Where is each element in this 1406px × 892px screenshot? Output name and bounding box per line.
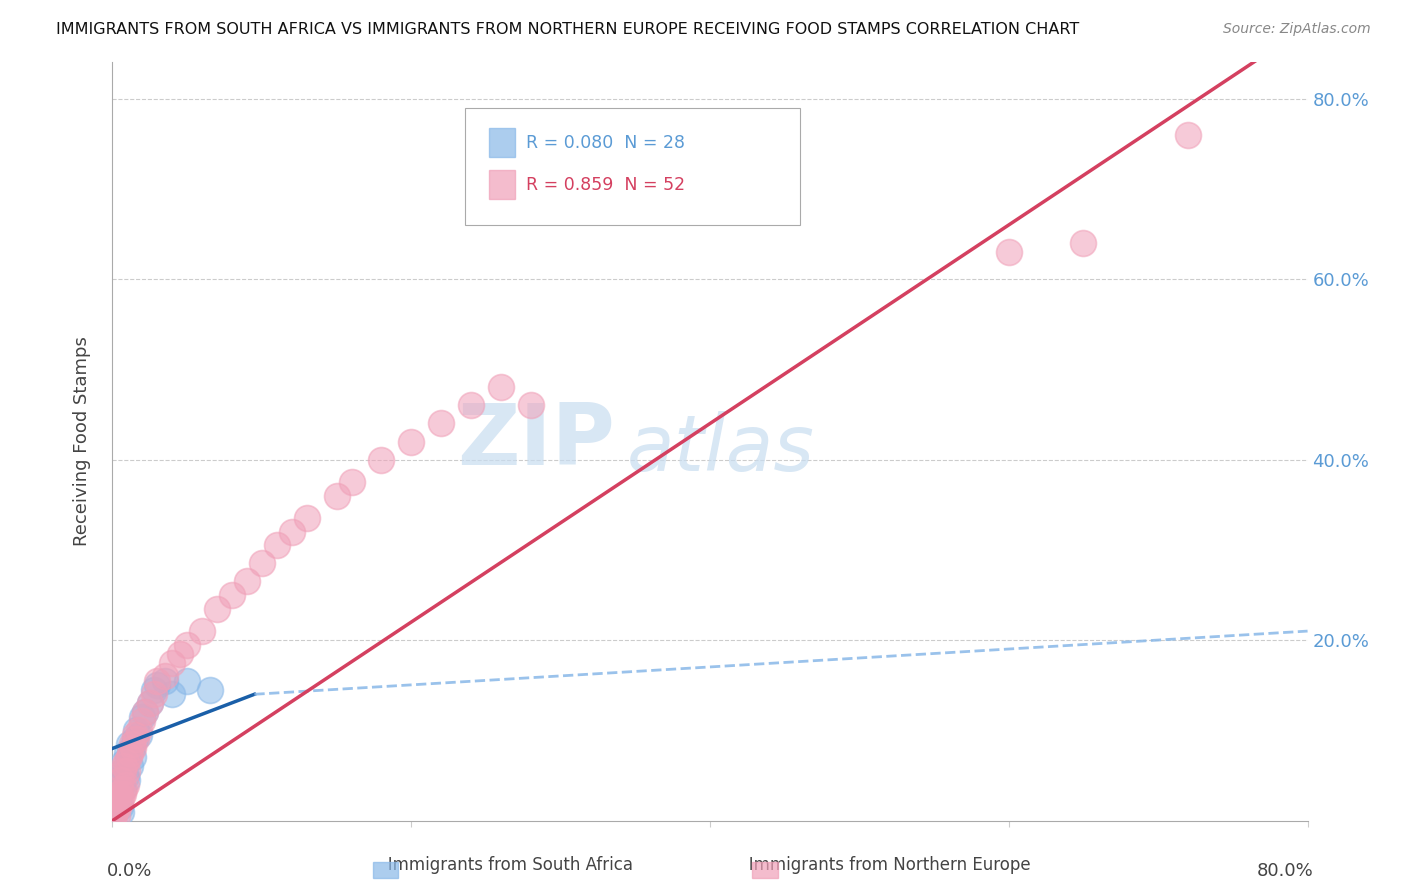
Point — [118, 750, 141, 764]
Point — [221, 588, 243, 602]
Point — [110, 778, 132, 792]
Point — [121, 737, 143, 751]
Point — [111, 764, 134, 778]
Point — [340, 475, 363, 490]
Point — [117, 746, 139, 760]
Point — [124, 732, 146, 747]
Point — [143, 687, 166, 701]
Point — [134, 706, 156, 720]
Point — [104, 787, 127, 801]
Point — [107, 800, 129, 814]
Text: IMMIGRANTS FROM SOUTH AFRICA VS IMMIGRANTS FROM NORTHERN EUROPE RECEIVING FOOD S: IMMIGRANTS FROM SOUTH AFRICA VS IMMIGRAN… — [56, 22, 1080, 37]
Point — [124, 728, 146, 742]
Point — [117, 764, 139, 778]
Point — [134, 706, 156, 720]
Point — [115, 768, 138, 782]
Point — [128, 723, 150, 738]
Point — [131, 714, 153, 729]
Point — [114, 759, 135, 773]
Point — [122, 750, 145, 764]
Point — [107, 796, 129, 810]
Point — [1177, 128, 1199, 142]
Point — [266, 538, 288, 552]
Point — [120, 759, 142, 773]
Point — [105, 809, 128, 823]
Bar — [489, 170, 515, 199]
Point — [110, 805, 132, 819]
Point — [153, 673, 176, 688]
Point — [107, 787, 129, 801]
Point — [104, 805, 127, 819]
Text: R = 0.080  N = 28: R = 0.080 N = 28 — [526, 134, 685, 152]
Text: 80.0%: 80.0% — [1257, 863, 1313, 880]
Point — [105, 791, 128, 805]
Y-axis label: Receiving Food Stamps: Receiving Food Stamps — [73, 336, 91, 547]
Point — [115, 755, 138, 769]
Point — [110, 791, 132, 805]
Point — [125, 723, 148, 738]
Point — [169, 647, 191, 661]
Point — [131, 710, 153, 724]
Point — [520, 399, 543, 413]
Point — [401, 434, 423, 449]
Point — [108, 782, 131, 797]
Point — [162, 687, 183, 701]
Point — [176, 673, 198, 688]
Point — [128, 728, 150, 742]
Point — [115, 778, 138, 792]
Point — [125, 732, 148, 747]
Point — [460, 399, 482, 413]
Point — [111, 787, 134, 801]
Point — [998, 244, 1021, 259]
Point — [205, 601, 228, 615]
Point — [139, 696, 162, 710]
Point — [236, 574, 259, 589]
Point — [105, 791, 128, 805]
Text: R = 0.859  N = 52: R = 0.859 N = 52 — [526, 176, 685, 194]
Text: ZIP: ZIP — [457, 400, 614, 483]
Point — [120, 746, 142, 760]
Point — [139, 696, 162, 710]
Text: Source: ZipAtlas.com: Source: ZipAtlas.com — [1223, 22, 1371, 37]
Point — [162, 656, 183, 670]
Point — [191, 624, 214, 639]
Text: Immigrants from South Africa: Immigrants from South Africa — [352, 855, 633, 873]
Point — [111, 764, 134, 778]
Point — [176, 638, 198, 652]
Text: Immigrants from Northern Europe: Immigrants from Northern Europe — [713, 855, 1031, 873]
Point — [430, 417, 453, 431]
Point — [198, 682, 221, 697]
Point — [295, 511, 318, 525]
Text: atlas: atlas — [627, 411, 814, 487]
Point — [122, 741, 145, 756]
Point — [146, 673, 169, 688]
Text: 0.0%: 0.0% — [107, 863, 152, 880]
Point — [281, 524, 304, 539]
Point — [114, 755, 135, 769]
Point — [117, 772, 139, 787]
Point — [121, 741, 143, 756]
Point — [108, 800, 131, 814]
Point — [489, 380, 512, 394]
Point — [1073, 235, 1095, 250]
FancyBboxPatch shape — [465, 108, 800, 226]
Point — [108, 796, 131, 810]
Point — [146, 678, 169, 692]
Point — [114, 782, 135, 797]
Point — [250, 557, 273, 571]
Point — [143, 682, 166, 697]
Point — [103, 809, 125, 823]
Point — [325, 489, 347, 503]
Point — [118, 737, 141, 751]
Point — [370, 452, 392, 467]
Point — [153, 669, 176, 683]
Bar — [489, 128, 515, 157]
Point — [110, 772, 132, 787]
Point — [111, 782, 134, 797]
